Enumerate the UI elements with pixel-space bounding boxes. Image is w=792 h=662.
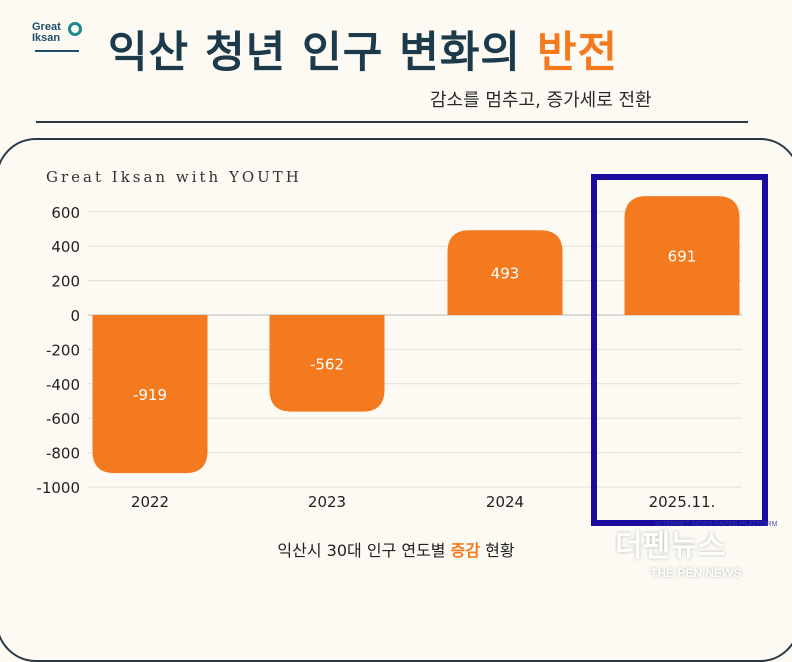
y-tick-label: -1000 — [36, 479, 80, 497]
x-tick-label: 2024 — [486, 493, 524, 511]
data-label: -562 — [310, 355, 344, 373]
highlight-box — [591, 174, 768, 526]
y-tick-label: -400 — [46, 376, 80, 394]
bar-2024 — [447, 230, 563, 315]
data-label: 691 — [668, 248, 697, 266]
page-subtitle: 감소를 멈추고, 증가세로 전환 — [430, 90, 652, 111]
bar-2025.11. — [624, 196, 740, 315]
bar-2022 — [92, 315, 208, 474]
y-tick-label: -600 — [46, 410, 80, 428]
watermark-logo-text: 더펜뉴스 — [615, 530, 726, 563]
chart-caption: 익산시 30대 인구 연도별 증감 현황 — [277, 541, 515, 560]
y-tick-label: -200 — [46, 341, 80, 359]
chart-title: Great Iksan with YOUTH — [46, 168, 302, 186]
y-tick-label: 600 — [51, 204, 80, 222]
y-tick-label: 200 — [51, 273, 80, 291]
watermark: INTERNET NEWS PAPER PLATFORM 더펜뉴스 THE PE… — [615, 521, 785, 585]
data-label: 493 — [491, 265, 520, 283]
divider — [36, 121, 748, 123]
page-title: 익산 청년 인구 변화의 반전 — [108, 28, 619, 78]
watermark-subtext: THE PEN NEWS — [650, 566, 742, 580]
y-tick-label: -800 — [46, 445, 80, 463]
watermark-tagline: INTERNET NEWS PAPER PLATFORM — [655, 521, 778, 528]
x-tick-label: 2022 — [131, 493, 169, 511]
y-tick-label: 0 — [70, 307, 80, 325]
y-tick-label: 400 — [51, 238, 80, 256]
great-iksan-logo: Great Iksan — [32, 22, 84, 52]
x-tick-label: 2023 — [308, 493, 346, 511]
bar-2023 — [269, 315, 385, 412]
x-tick-label: 2025.11. — [649, 493, 716, 511]
data-label: -919 — [133, 386, 167, 404]
bar-chart: 600 400 200 0 -200 -400 -600 -800 -1000 -919 2022 -… — [36, 196, 742, 511]
